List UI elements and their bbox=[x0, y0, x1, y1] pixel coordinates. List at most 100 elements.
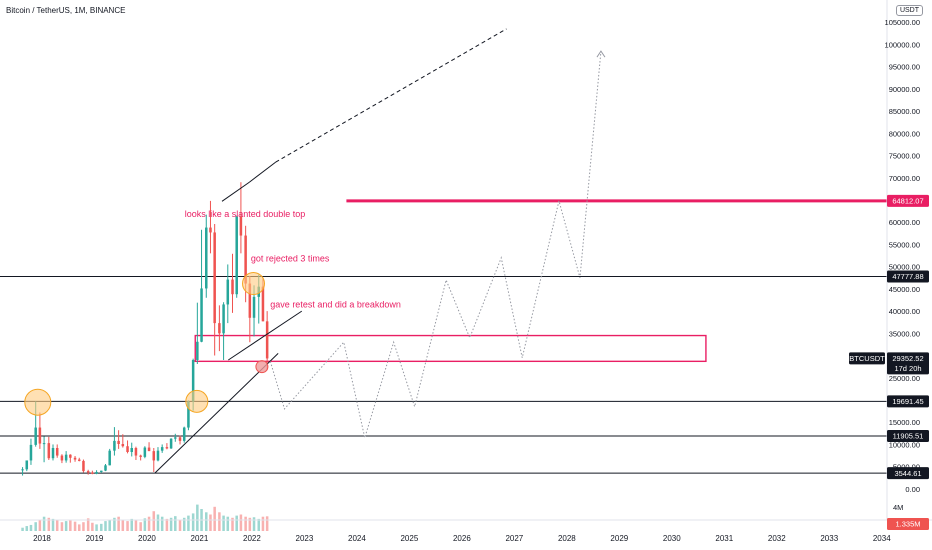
level-price-tag-bg bbox=[887, 429, 929, 442]
volume-bar bbox=[196, 504, 199, 531]
candle-body bbox=[213, 232, 216, 324]
volume-bar bbox=[64, 521, 68, 531]
volume-bar bbox=[55, 520, 59, 531]
volume-bar bbox=[165, 518, 169, 531]
price-tick-label: 15000.00 bbox=[889, 418, 920, 427]
volume-bar bbox=[91, 522, 94, 531]
price-tick-label: 25000.00 bbox=[889, 374, 920, 383]
level-price-tag: 3544.61 bbox=[894, 469, 921, 478]
time-tick-label: 2033 bbox=[820, 534, 838, 543]
volume-bar bbox=[108, 520, 111, 531]
candle-body bbox=[169, 438, 173, 449]
volume-bar bbox=[235, 515, 238, 531]
candle-body bbox=[108, 450, 111, 466]
candle-body bbox=[226, 279, 230, 305]
support-zone bbox=[194, 334, 707, 363]
volume-bar bbox=[100, 523, 103, 531]
volume-bar bbox=[174, 516, 177, 531]
time-tick-label: 2029 bbox=[610, 534, 628, 543]
candle-body bbox=[222, 304, 225, 334]
price-tick-label: 60000.00 bbox=[889, 218, 920, 227]
volume-bar bbox=[29, 524, 33, 531]
candle-body bbox=[55, 448, 59, 456]
candle-body bbox=[95, 472, 98, 474]
level-price-tag-bg bbox=[887, 270, 929, 283]
price-tick-label: 80000.00 bbox=[889, 129, 920, 138]
time-axis[interactable]: 2018 2019 2020 2021 2022 2023 2024 2025 2026 2027… bbox=[33, 534, 891, 543]
trendline bbox=[275, 28, 507, 163]
volume-bar bbox=[25, 526, 29, 531]
volume-tag: 1.335M bbox=[895, 520, 920, 529]
candle-body bbox=[113, 440, 116, 451]
candle-body bbox=[73, 457, 77, 460]
volume-bar bbox=[143, 518, 147, 531]
level-price-tag: 19691.45 bbox=[892, 397, 923, 406]
price-axis[interactable]: 105000.00 100000.00 95000.00 90000.00 85000.… bbox=[885, 18, 920, 512]
volume-bar bbox=[51, 518, 55, 531]
volume-bar bbox=[86, 518, 90, 531]
candle-body bbox=[187, 401, 190, 428]
price-tick-label: 50000.00 bbox=[889, 263, 920, 272]
price-tags: 47777.88 19691.45 11905.51 3544.61 64812.07 2… bbox=[849, 194, 929, 530]
candle-body bbox=[64, 454, 68, 461]
volume-bar bbox=[213, 506, 216, 531]
level-price-tag: 47777.88 bbox=[892, 272, 923, 281]
price-tick-label: 90000.00 bbox=[889, 85, 920, 94]
annotations: looks like a slanted double top got rejec… bbox=[185, 209, 401, 310]
volume-bar bbox=[134, 520, 138, 531]
candle-body bbox=[139, 455, 142, 457]
volume-bar bbox=[47, 517, 51, 531]
volume-bar bbox=[42, 516, 46, 531]
volume-bar bbox=[121, 520, 125, 531]
current-price-tag: 29352.52 bbox=[892, 354, 923, 363]
price-tick-label: 55000.00 bbox=[889, 240, 920, 249]
level-price-tag-bg bbox=[887, 467, 929, 480]
volume-bar bbox=[182, 517, 186, 531]
candle-body bbox=[191, 360, 195, 402]
chart-title: Bitcoin / TetherUS, 1M, BINANCE bbox=[6, 6, 126, 15]
volume-bars bbox=[21, 504, 269, 531]
time-tick-label: 2025 bbox=[400, 534, 418, 543]
candle-body bbox=[69, 454, 72, 458]
candle-body bbox=[235, 216, 238, 295]
volume-bar bbox=[244, 516, 247, 531]
candle-body bbox=[47, 443, 51, 459]
candle-body bbox=[91, 472, 94, 474]
volume-bar bbox=[209, 514, 212, 531]
volume-bar bbox=[248, 517, 252, 531]
trendlines bbox=[154, 28, 507, 474]
candle-body bbox=[121, 444, 125, 447]
candle-body bbox=[86, 471, 90, 473]
volume-bar bbox=[73, 521, 77, 531]
time-tick-label: 2023 bbox=[296, 534, 314, 543]
trendline bbox=[221, 181, 250, 202]
currency-button[interactable]: USDT bbox=[895, 5, 923, 16]
time-tick-label: 2027 bbox=[505, 534, 523, 543]
price-tick-label: 70000.00 bbox=[889, 174, 920, 183]
highlight-circle bbox=[255, 360, 269, 374]
volume-bar bbox=[160, 516, 164, 531]
candle-body bbox=[178, 437, 182, 441]
volume-axis-label: 4M bbox=[893, 503, 903, 512]
volume-bar bbox=[187, 515, 190, 531]
candle-body bbox=[42, 443, 46, 445]
candle-body bbox=[265, 321, 269, 359]
time-tick-label: 2032 bbox=[768, 534, 786, 543]
price-tick-label: 10000.00 bbox=[889, 440, 920, 449]
volume-bar bbox=[231, 517, 234, 531]
candle-body bbox=[134, 448, 138, 456]
candle-body bbox=[143, 447, 147, 457]
volume-bar bbox=[60, 522, 64, 531]
volume-bar bbox=[95, 524, 98, 531]
current-price-tag-bg bbox=[887, 352, 929, 375]
time-tick-label: 2034 bbox=[873, 534, 891, 543]
candle-body bbox=[130, 448, 133, 452]
highlight-circle bbox=[24, 388, 52, 416]
volume-bar bbox=[156, 514, 160, 531]
volume-bar bbox=[77, 524, 81, 531]
volume-bar bbox=[222, 515, 225, 531]
highlight-circles bbox=[24, 272, 269, 416]
volume-bar bbox=[178, 520, 182, 531]
candle-body bbox=[100, 470, 103, 472]
